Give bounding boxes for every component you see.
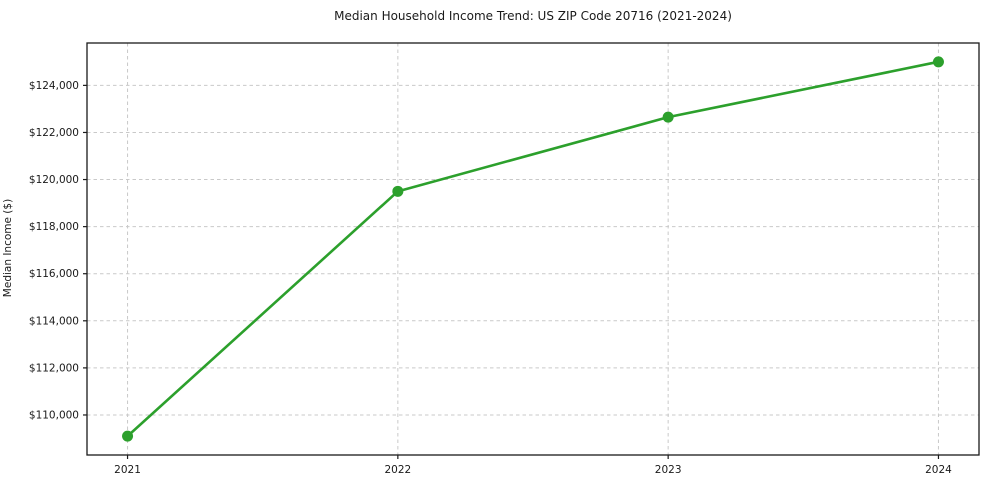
x-tick-label: 2024	[925, 464, 952, 476]
data-line	[126, 60, 940, 438]
y-tick-label: $120,000	[29, 174, 79, 186]
data-point	[392, 185, 404, 197]
axes-frame	[86, 42, 980, 456]
y-tick-label: $116,000	[29, 268, 79, 280]
y-tick-label: $114,000	[29, 315, 79, 327]
y-tick-label: $110,000	[29, 409, 79, 421]
y-tick-label: $122,000	[29, 127, 79, 139]
x-tick-label: 2022	[384, 464, 411, 476]
y-tick-label: $118,000	[29, 221, 79, 233]
y-tick-label: $112,000	[29, 362, 79, 374]
x-tick-label: 2021	[114, 464, 141, 476]
data-point	[122, 430, 134, 442]
data-point	[662, 111, 674, 123]
y-tick-label: $124,000	[29, 80, 79, 92]
data-point	[932, 56, 944, 68]
chart-title: Median Household Income Trend: US ZIP Co…	[334, 9, 732, 23]
x-tick-label: 2023	[655, 464, 682, 476]
